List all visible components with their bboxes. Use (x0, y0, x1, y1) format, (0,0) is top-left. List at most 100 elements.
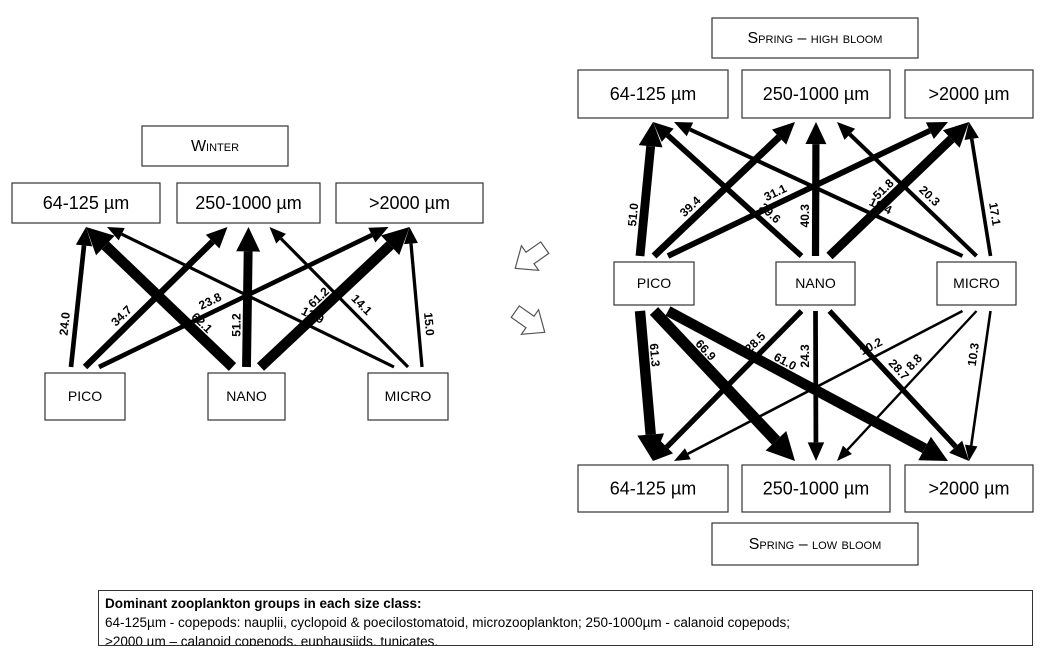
size-class-box-label: 64-125 µm (610, 84, 696, 104)
phyto-box-label: PICO (637, 275, 671, 291)
flow-arrowhead (86, 227, 115, 256)
size-class-box-label: >2000 µm (369, 193, 450, 213)
flow-arrow (687, 309, 964, 455)
flow-arrowhead (765, 431, 795, 461)
flow-arrowhead (205, 227, 228, 249)
flow-arrow (121, 232, 395, 369)
flow-label: 10.3 (965, 342, 982, 367)
size-class-box (176, 182, 321, 224)
flow-arrow (666, 128, 932, 259)
size-class-box-label: >2000 µm (929, 84, 1010, 104)
panel-title-label: Spring – low bloom (749, 536, 882, 553)
flow-arrow (256, 241, 394, 371)
flow-arrowhead (964, 122, 979, 141)
phyto-box (367, 372, 449, 421)
flow-arrow (665, 133, 804, 259)
panel-title (711, 522, 919, 566)
flow-arrow (826, 135, 955, 260)
flow-arrow (969, 138, 993, 257)
flow-arrowhead (107, 227, 125, 241)
flow-label: 40.3 (798, 204, 812, 228)
flow-arrowhead (653, 122, 674, 142)
flow-arrowhead (380, 227, 410, 255)
legend: Dominant zooplankton groups in each size… (98, 590, 1033, 646)
size-class-box-label: >2000 µm (929, 478, 1010, 498)
flow-label: 24.3 (798, 344, 812, 368)
flow-arrow (664, 309, 804, 450)
size-class-box (11, 182, 161, 224)
flow-arrow (635, 145, 656, 257)
size-class-box (577, 464, 729, 513)
panel-title (141, 125, 289, 167)
flow-arrow (846, 310, 978, 451)
flow-arrowhead (964, 444, 978, 461)
flow-arrowhead (653, 440, 674, 461)
flow-arrow (82, 239, 215, 370)
flow-arrowhead (837, 445, 852, 461)
flow-arrow (279, 237, 410, 369)
size-class-box (741, 69, 891, 119)
flow-arrowhead (674, 122, 694, 137)
flow-arrowhead (75, 227, 93, 247)
panel-title-label: Spring – high bloom (748, 30, 883, 47)
flow-arrowhead (404, 227, 418, 245)
flow-label: 14.1 (348, 292, 375, 319)
flow-label: 51.0 (625, 202, 641, 227)
flow-arrow (68, 245, 87, 368)
flow-arrow (409, 243, 424, 368)
flow-label: 20.3 (916, 183, 943, 210)
phyto-box (44, 372, 126, 421)
size-class-box (577, 69, 729, 119)
flow-arrowhead (638, 122, 663, 148)
size-class-box (904, 464, 1034, 513)
flow-arrow (634, 310, 656, 435)
size-class-box-label: 250-1000 µm (195, 193, 301, 213)
phyto-box (775, 261, 856, 306)
flow-arrow (101, 241, 237, 371)
flow-arrowhead (925, 122, 948, 139)
size-class-box-label: 64-125 µm (43, 193, 129, 213)
flow-label: 24.0 (57, 311, 73, 336)
size-class-box (904, 69, 1034, 119)
phyto-box-label: MICRO (385, 388, 432, 404)
flow-label: 61.3 (647, 343, 663, 368)
flow-arrowhead (949, 440, 969, 461)
size-class-box-label: 250-1000 µm (763, 478, 869, 498)
size-class-box-label: 250-1000 µm (763, 84, 869, 104)
flow-arrow (969, 310, 992, 446)
phyto-box-label: NANO (226, 388, 267, 404)
phyto-box (207, 372, 286, 421)
flow-arrow (827, 309, 958, 449)
flow-label: 15.0 (421, 312, 437, 337)
flow-arrow (689, 127, 964, 258)
flow-arrowhead (918, 436, 948, 461)
flow-arrowhead (807, 442, 825, 461)
panel-title (711, 17, 919, 59)
legend-line: 64-125µm - copepods: nauplii, cyclopoid … (105, 615, 790, 630)
flow-arrow (665, 306, 928, 454)
phyto-box (936, 261, 1017, 306)
flow-arrowhead (269, 227, 286, 244)
flow-label: 17.1 (986, 201, 1004, 227)
flow-arrowhead (637, 433, 665, 461)
phyto-box-label: MICRO (953, 275, 1000, 291)
flow-arrowhead (837, 122, 856, 140)
size-class-box (741, 464, 891, 513)
flow-arrow (97, 232, 373, 370)
legend-title: Dominant zooplankton groups in each size… (105, 596, 422, 611)
flow-arrowhead (368, 227, 389, 243)
flow-arrowhead (236, 227, 261, 252)
transition-arrow (510, 305, 546, 335)
panel-title-label: Winter (191, 138, 239, 155)
phyto-box (613, 261, 695, 306)
size-class-box (335, 182, 484, 224)
legend-line: >2000 µm – calanoid copepods, euphausiid… (105, 634, 439, 646)
flow-arrowhead (942, 122, 969, 148)
flow-arrow (848, 132, 978, 258)
flow-arrowhead (674, 448, 691, 461)
phyto-box-label: NANO (795, 275, 836, 291)
flow-arrow (242, 251, 253, 368)
flow-arrowhead (805, 122, 827, 145)
